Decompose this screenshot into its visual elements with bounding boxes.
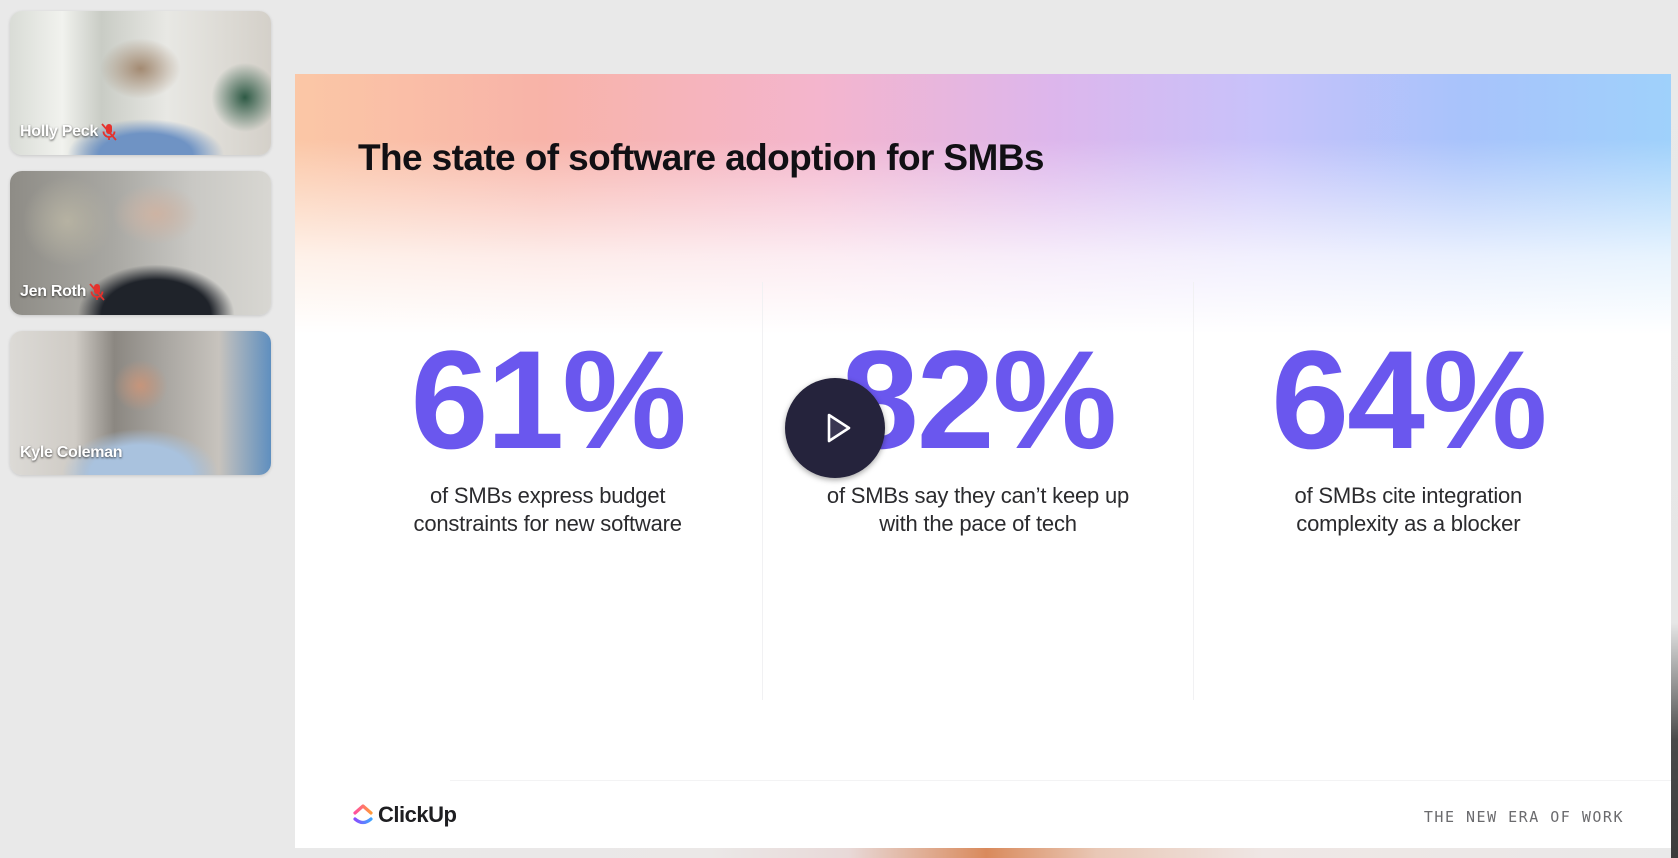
footer-divider: [450, 780, 1671, 781]
stat-card: 61% of SMBs express budget constraints f…: [333, 282, 762, 700]
presentation-slide: The state of software adoption for SMBs …: [295, 74, 1671, 848]
stat-card: 64% of SMBs cite integration complexity …: [1192, 282, 1623, 700]
stats-row: 61% of SMBs express budget constraints f…: [333, 282, 1623, 700]
stat-description: of SMBs say they can’t keep up with the …: [826, 483, 1130, 536]
stat-value: 64%: [1271, 321, 1547, 478]
participant-video: [10, 11, 271, 155]
participant-tile-kyle-coleman[interactable]: Kyle Coleman: [10, 331, 271, 475]
stat-value: 61%: [410, 321, 687, 478]
slide-title: The state of software adoption for SMBs: [358, 137, 1044, 178]
brand-logo: ClickUp: [352, 802, 457, 828]
stat-value: 82%: [840, 321, 1117, 478]
brand-name: ClickUp: [378, 802, 457, 827]
slide-gradient-header: [295, 74, 1671, 334]
clickup-logo-icon: [353, 804, 373, 825]
background-edge: [1671, 74, 1678, 858]
stat-description: of SMBs cite integration complexity as a…: [1294, 483, 1523, 536]
stat-description: of SMBs express budget constraints for n…: [413, 483, 682, 536]
participant-tiles: Holly Peck Jen Roth Kyle Coleman: [10, 11, 271, 491]
stat-card: 82% of SMBs say they can’t keep up with …: [762, 282, 1192, 700]
background-scenery: [295, 848, 1678, 858]
participant-name-label: Holly Peck: [20, 122, 118, 142]
mic-off-icon: [101, 123, 117, 141]
participant-tile-jen-roth[interactable]: Jen Roth: [10, 171, 271, 315]
participant-video: [10, 171, 271, 315]
participant-name-label: Jen Roth: [20, 282, 106, 302]
participant-name-label: Kyle Coleman: [20, 444, 123, 461]
play-icon: [827, 413, 851, 443]
participant-video: [10, 331, 271, 475]
mic-off-icon: [89, 283, 105, 301]
participant-tile-holly-peck[interactable]: Holly Peck: [10, 11, 271, 155]
slide-tagline: THE NEW ERA OF WORK: [1423, 808, 1624, 826]
play-button[interactable]: [785, 378, 885, 478]
